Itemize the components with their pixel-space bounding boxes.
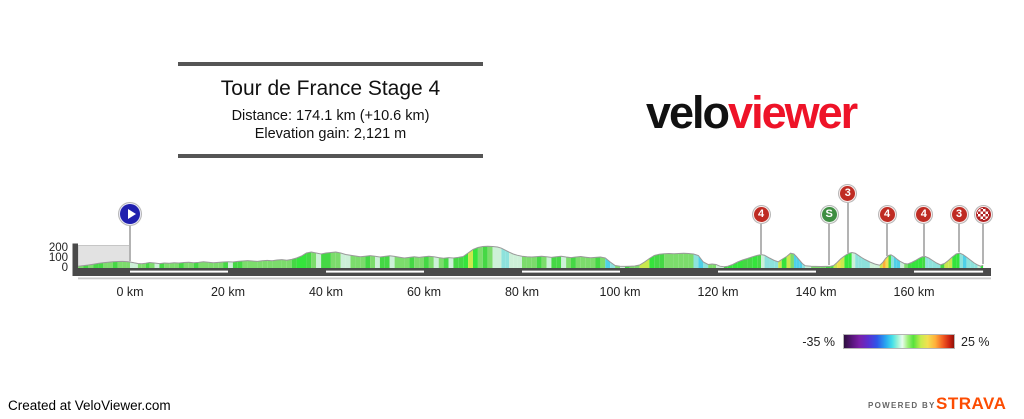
legend-max-label: 25 % [961,335,990,349]
climb-marker-cat4-4: 4 [878,205,896,223]
climb-marker-cat4-4-stem [886,223,888,256]
climb-marker-cat3-6: 3 [950,205,968,223]
x-tick-label: 120 km [697,285,739,299]
y-tick-label: 200 [48,241,68,254]
finish-marker-stem [982,223,984,265]
climb-marker-cat3-3: 3 [839,184,857,202]
climb-marker-cat3-6-stem [958,223,960,253]
climb-marker-cat4-1-stem [760,223,762,254]
checkered-flag-icon [977,208,990,220]
strava-logo: STRAVA [936,394,1007,413]
credit-text: Created at VeloViewer.com [8,398,171,413]
veloviewer-logo: veloviewer [646,87,858,138]
climb-marker-cat4-1: 4 [752,205,770,223]
y-tick-label: 0 [61,261,68,274]
climb-marker-cat3-3-stem [847,202,849,253]
x-tick-label: 40 km [308,285,344,299]
logo-velo-text: velo [646,87,730,138]
climb-marker-cat4-5: 4 [915,205,933,223]
logo-viewer-text: viewer [728,87,858,138]
page-title: Tour de France Stage 4 [220,77,441,100]
sprint-marker: S [820,205,838,223]
slope-gradient-bar [843,334,955,349]
sprint-marker-stem [828,223,830,266]
x-tick-label: 0 km [116,285,144,299]
start-marker-stem [129,226,131,261]
x-tick-label: 160 km [893,285,935,299]
start-marker[interactable] [119,203,141,225]
powered-by-label: POWERED BY [868,401,936,410]
title-box: Tour de France Stage 4 Distance: 174.1 k… [178,62,483,158]
x-tick-label: 20 km [210,285,246,299]
climb-marker-cat4-5-stem [923,223,925,256]
legend-min-label: -35 % [802,335,835,349]
x-tick-label: 100 km [599,285,641,299]
x-tick-label: 60 km [406,285,442,299]
play-icon [127,209,136,219]
x-tick-label: 80 km [504,285,540,299]
x-tick-label: 140 km [795,285,837,299]
y-axis-bar [72,243,78,276]
y-tick-label: 100 [48,251,68,264]
finish-marker [974,205,992,223]
distance-label: Distance: 174.1 km (+10.6 km) [231,108,430,124]
elevation-gain-label: Elevation gain: 2,121 m [254,125,407,142]
